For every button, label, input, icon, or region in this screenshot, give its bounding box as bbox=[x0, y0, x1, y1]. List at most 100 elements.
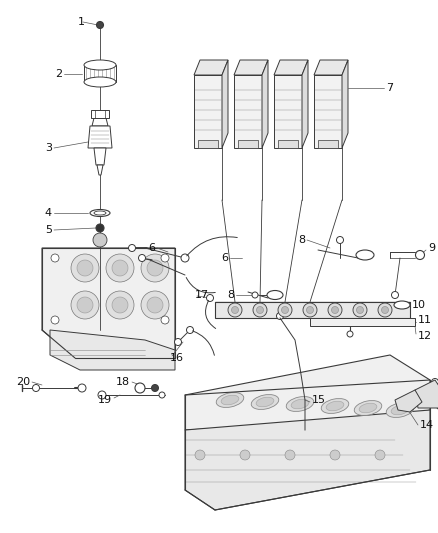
Ellipse shape bbox=[94, 211, 106, 215]
Circle shape bbox=[181, 254, 189, 262]
Text: 14: 14 bbox=[420, 420, 434, 430]
Circle shape bbox=[152, 384, 159, 392]
Circle shape bbox=[128, 245, 135, 252]
Polygon shape bbox=[198, 140, 218, 148]
Circle shape bbox=[431, 378, 438, 385]
Polygon shape bbox=[92, 118, 108, 126]
Polygon shape bbox=[274, 75, 302, 148]
Text: 18: 18 bbox=[116, 377, 130, 387]
Circle shape bbox=[303, 303, 317, 317]
Text: 11: 11 bbox=[418, 315, 432, 325]
Text: 12: 12 bbox=[418, 331, 432, 341]
Text: 15: 15 bbox=[312, 395, 326, 405]
Bar bbox=[91, 110, 109, 118]
Circle shape bbox=[253, 303, 267, 317]
Polygon shape bbox=[415, 380, 438, 408]
Circle shape bbox=[96, 21, 103, 28]
Circle shape bbox=[161, 316, 169, 324]
Polygon shape bbox=[395, 390, 422, 412]
Circle shape bbox=[240, 450, 250, 460]
Ellipse shape bbox=[326, 401, 344, 411]
Circle shape bbox=[347, 331, 353, 337]
Ellipse shape bbox=[267, 290, 283, 300]
Circle shape bbox=[77, 297, 93, 313]
Ellipse shape bbox=[221, 395, 239, 405]
Circle shape bbox=[332, 306, 339, 313]
Polygon shape bbox=[94, 148, 106, 165]
Circle shape bbox=[206, 295, 213, 302]
Circle shape bbox=[282, 306, 289, 313]
Ellipse shape bbox=[356, 250, 374, 260]
Circle shape bbox=[328, 303, 342, 317]
Circle shape bbox=[71, 254, 99, 282]
Ellipse shape bbox=[256, 397, 274, 407]
Circle shape bbox=[51, 254, 59, 262]
Circle shape bbox=[141, 254, 169, 282]
Ellipse shape bbox=[391, 405, 409, 415]
Circle shape bbox=[71, 291, 99, 319]
Polygon shape bbox=[278, 140, 298, 148]
Circle shape bbox=[112, 297, 128, 313]
Circle shape bbox=[141, 291, 169, 319]
Polygon shape bbox=[314, 60, 348, 75]
Text: 19: 19 bbox=[98, 395, 112, 405]
Circle shape bbox=[112, 260, 128, 276]
Text: 6: 6 bbox=[221, 253, 228, 263]
Text: 17: 17 bbox=[195, 290, 209, 300]
Text: 9: 9 bbox=[428, 243, 435, 253]
Circle shape bbox=[147, 260, 163, 276]
Circle shape bbox=[96, 224, 104, 232]
Text: 6: 6 bbox=[148, 243, 155, 253]
Circle shape bbox=[138, 254, 145, 262]
Polygon shape bbox=[314, 75, 342, 148]
Ellipse shape bbox=[394, 301, 410, 309]
Circle shape bbox=[228, 303, 242, 317]
Circle shape bbox=[135, 383, 145, 393]
Polygon shape bbox=[42, 248, 175, 358]
Circle shape bbox=[32, 384, 39, 392]
Ellipse shape bbox=[84, 77, 116, 87]
Polygon shape bbox=[222, 60, 228, 148]
Polygon shape bbox=[185, 410, 430, 510]
Circle shape bbox=[106, 291, 134, 319]
Circle shape bbox=[353, 303, 367, 317]
Ellipse shape bbox=[359, 403, 377, 413]
Text: 5: 5 bbox=[45, 225, 52, 235]
Circle shape bbox=[276, 312, 283, 319]
Ellipse shape bbox=[286, 397, 314, 411]
Ellipse shape bbox=[321, 399, 349, 414]
Circle shape bbox=[285, 450, 295, 460]
Circle shape bbox=[257, 306, 264, 313]
Circle shape bbox=[392, 292, 399, 298]
Circle shape bbox=[278, 303, 292, 317]
Circle shape bbox=[437, 402, 438, 409]
Polygon shape bbox=[84, 65, 116, 82]
Circle shape bbox=[330, 450, 340, 460]
Ellipse shape bbox=[251, 394, 279, 409]
Circle shape bbox=[357, 306, 364, 313]
Polygon shape bbox=[50, 330, 175, 370]
Circle shape bbox=[336, 237, 343, 244]
Polygon shape bbox=[97, 165, 103, 175]
Polygon shape bbox=[342, 60, 348, 148]
Circle shape bbox=[174, 338, 181, 345]
Polygon shape bbox=[274, 60, 308, 75]
Polygon shape bbox=[262, 60, 268, 148]
Circle shape bbox=[161, 254, 169, 262]
Ellipse shape bbox=[90, 209, 110, 216]
Text: 20: 20 bbox=[16, 377, 30, 387]
Ellipse shape bbox=[291, 399, 309, 409]
Circle shape bbox=[51, 316, 59, 324]
Circle shape bbox=[232, 306, 239, 313]
Text: 2: 2 bbox=[55, 69, 62, 79]
Polygon shape bbox=[88, 126, 112, 148]
Ellipse shape bbox=[84, 60, 116, 70]
Ellipse shape bbox=[354, 401, 382, 415]
Circle shape bbox=[78, 384, 86, 392]
Polygon shape bbox=[238, 140, 258, 148]
Text: 1: 1 bbox=[78, 17, 85, 27]
Circle shape bbox=[187, 327, 194, 334]
Circle shape bbox=[375, 450, 385, 460]
Circle shape bbox=[195, 450, 205, 460]
Polygon shape bbox=[234, 75, 262, 148]
